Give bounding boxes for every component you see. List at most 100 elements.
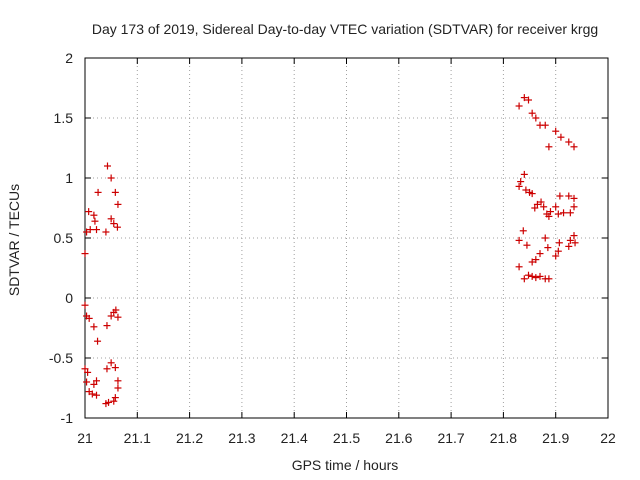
data-point [544,244,552,252]
axis-ticks [84,57,609,419]
data-point [103,162,111,170]
data-point [111,364,119,372]
data-points [81,94,579,408]
data-point [91,217,99,225]
data-point [565,242,573,250]
data-point [103,322,111,330]
data-point [113,223,121,231]
data-point [114,384,122,392]
x-tick-label: 21.8 [490,430,517,446]
data-point [107,215,115,223]
data-point [533,200,541,208]
data-point [554,247,562,255]
data-point [515,263,523,271]
x-tick-label: 21.1 [124,430,151,446]
data-point [107,174,115,182]
data-point [103,365,111,373]
data-point [536,250,544,258]
data-point [110,220,118,228]
data-point [114,377,122,385]
data-point [114,200,122,208]
x-tick-label: 21.9 [542,430,569,446]
y-tick-label: 1 [65,170,73,186]
data-point [546,208,554,216]
data-point [525,271,533,279]
x-axis-label: GPS time / hours [292,457,399,473]
x-tick-label: 21 [77,430,93,446]
data-point [545,275,553,283]
data-point [545,212,553,220]
x-tick-label: 21.2 [176,430,203,446]
data-point [111,394,119,402]
data-point [532,274,540,282]
data-point [528,272,536,280]
data-point [111,188,119,196]
data-point [556,192,564,200]
data-point [520,170,528,178]
data-point [515,236,523,244]
data-point [84,368,92,376]
data-point [114,313,122,321]
data-point [566,209,574,217]
data-point [94,188,102,196]
x-tick-label: 21.6 [385,430,412,446]
y-tick-label: 0 [65,290,73,306]
data-point [552,252,560,260]
data-point [528,190,536,198]
data-point [93,391,101,399]
data-point [532,256,540,264]
data-point [566,236,574,244]
data-point [570,203,578,211]
data-point [107,312,115,320]
data-point [85,314,93,322]
data-point [570,194,578,202]
data-point [570,143,578,151]
data-point [570,232,578,240]
data-point [541,121,549,129]
data-point [571,239,579,247]
chart-title: Day 173 of 2019, Sidereal Day-to-day VTE… [92,21,598,37]
data-point [525,96,533,104]
data-point [517,178,525,186]
data-point [110,397,118,405]
y-tick-label: -1 [61,410,74,426]
data-point [565,192,573,200]
data-point [545,143,553,151]
data-point [520,275,528,283]
data-point [557,133,565,141]
data-point [86,226,94,234]
data-point [107,359,115,367]
data-point [555,239,563,247]
data-point [515,102,523,110]
data-point [528,109,536,117]
data-point [90,380,98,388]
data-point [90,323,98,331]
data-point [81,365,89,373]
x-tick-label: 21.4 [281,430,308,446]
x-tick-label: 21.5 [333,430,360,446]
x-tick-label: 21.3 [228,430,255,446]
data-point [532,114,540,122]
y-tick-label: 1.5 [54,110,74,126]
data-point [528,258,536,266]
data-point [565,138,573,146]
data-point [81,250,89,258]
data-point [523,241,531,249]
data-point [552,127,560,135]
y-tick-label: -0.5 [49,350,73,366]
data-point [541,234,549,242]
data-point [93,226,101,234]
data-point [536,272,544,280]
y-tick-label: 0.5 [54,230,74,246]
data-point [515,182,523,190]
x-tick-labels: 21 21.1 21.2 21.3 21.4 21.5 21.6 21.7 21.8 21.9 22 [77,430,616,446]
y-tick-label: 2 [65,50,73,66]
data-point [540,203,548,211]
data-point [102,228,110,236]
y-axis-label: SDTVAR / TECUs [6,184,22,296]
data-point [554,210,562,218]
grid [85,58,608,418]
data-point [88,390,96,398]
y-tick-labels: -1 -0.5 0 0.5 1 1.5 2 [49,50,73,426]
